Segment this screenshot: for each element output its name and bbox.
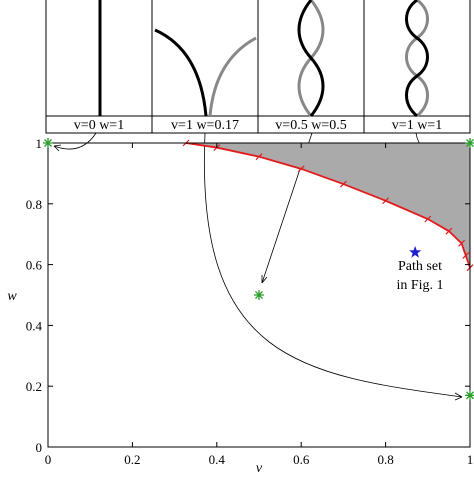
- point: [254, 290, 264, 300]
- plot: 0 0.2 0.4 0.6 0.8 1 0 0.2 0.4 0.6 0.8 1 v w Path set in…: [7, 136, 474, 476]
- panel-label: v=1 w=1: [392, 118, 442, 133]
- x-tick-label: 1: [467, 452, 474, 467]
- arrow: [53, 132, 97, 150]
- panel-labels: v=0 w=1 v=1 w=0.17 v=0.5 w=0.5 v=1 w=1: [74, 118, 442, 133]
- feasible-region: [185, 143, 470, 268]
- string-shape: [154, 28, 208, 117]
- x-tick-label: 0.2: [124, 452, 140, 467]
- string-shape: [405, 0, 429, 118]
- curve-marker: [458, 239, 465, 247]
- annotation: in Fig. 1: [396, 278, 443, 293]
- curve-marker: [255, 153, 263, 161]
- y-tick-label: 1: [36, 136, 43, 151]
- curve-marker: [382, 197, 390, 205]
- y-tick-label: 0.2: [26, 379, 42, 394]
- curve-marker: [297, 165, 305, 173]
- x-axis-label: v: [256, 461, 263, 474]
- panel-label: v=0.5 w=0.5: [275, 118, 346, 133]
- panels: [45, 0, 471, 134]
- y-axis-label: w: [7, 289, 17, 304]
- highlight-point: [409, 245, 422, 258]
- panel-label: v=0 w=1: [74, 118, 124, 133]
- annotation: Path set: [398, 259, 442, 274]
- curve-marker: [445, 227, 453, 235]
- x-tick-label: 0.4: [209, 452, 226, 467]
- string-shape: [297, 0, 325, 117]
- y-tick-label: 0.8: [26, 197, 42, 212]
- point: [465, 138, 474, 148]
- y-tick-label: 0.4: [26, 318, 43, 333]
- curve-marker: [424, 215, 432, 223]
- arrow: [203, 132, 463, 398]
- point: [465, 390, 474, 401]
- point: [43, 138, 53, 148]
- x-tick-label: 0: [45, 452, 52, 467]
- curve-marker: [462, 252, 470, 259]
- curve-marker: [339, 180, 347, 188]
- panel-label: v=1 w=0.17: [171, 118, 239, 133]
- string-shape: [405, 0, 429, 118]
- x-tick-label: 0.8: [377, 452, 393, 467]
- y-tick-label: 0: [36, 440, 43, 455]
- y-tick-label: 0.6: [26, 258, 43, 273]
- plot-frame: [47, 142, 471, 448]
- x-tick-label: 0.6: [293, 452, 310, 467]
- string-shape: [208, 36, 257, 117]
